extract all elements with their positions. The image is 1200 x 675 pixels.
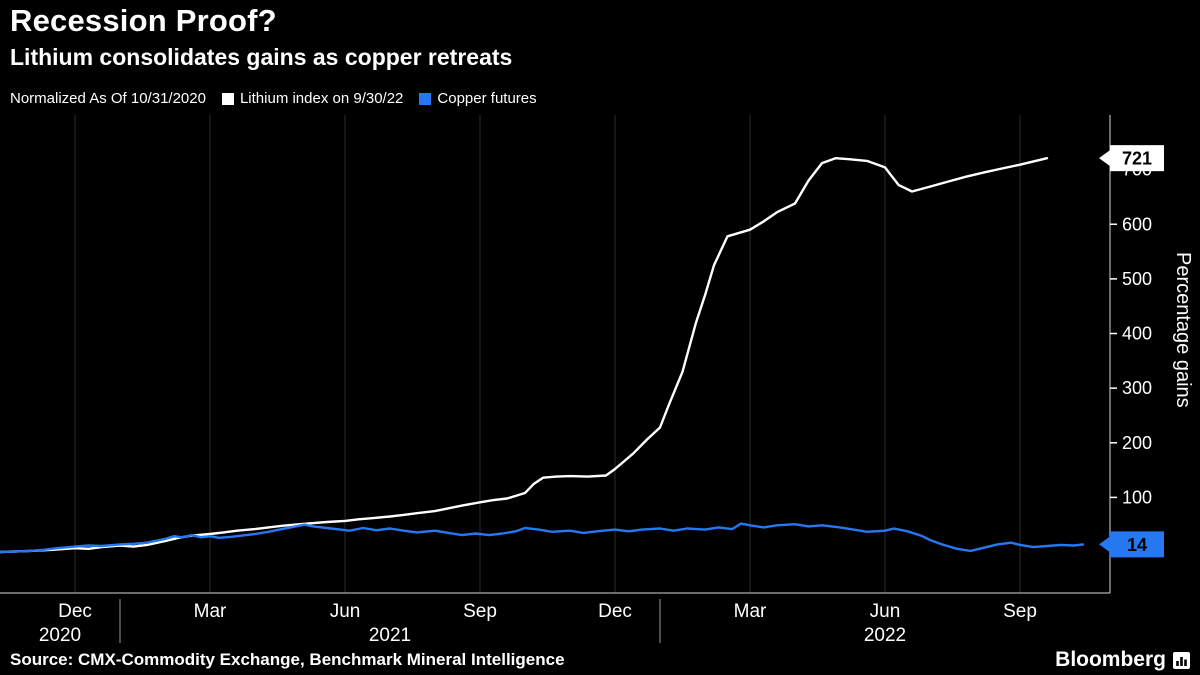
footer: Source: CMX-Commodity Exchange, Benchmar… <box>0 645 1200 675</box>
y-tick-label: 400 <box>1122 324 1152 344</box>
x-tick-label: Sep <box>1003 601 1037 622</box>
x-tick-label: Mar <box>734 601 767 622</box>
series-line-lithium <box>0 157 1049 554</box>
bloomberg-terminal-icon <box>1173 651 1190 669</box>
x-tick-label: Dec <box>598 601 632 622</box>
y-tick-label: 100 <box>1122 487 1152 507</box>
copper-swatch-icon <box>419 92 432 105</box>
x-tick-label: Jun <box>870 601 901 622</box>
bloomberg-wordmark: Bloomberg <box>1055 648 1166 671</box>
year-label: 2020 <box>39 625 81 646</box>
end-label-box-lithium <box>1110 145 1164 172</box>
y-tick-label: 300 <box>1122 378 1152 398</box>
source-note: Source: CMX-Commodity Exchange, Benchmar… <box>10 650 565 669</box>
lithium-swatch-icon <box>221 92 234 105</box>
x-tick-label: Dec <box>58 601 92 622</box>
legend-item-label: Lithium index on 9/30/22 <box>239 90 404 107</box>
end-label-box-copper <box>1110 531 1164 558</box>
end-label-value-copper: 14 <box>1127 535 1147 555</box>
year-label: 2022 <box>864 625 906 646</box>
x-tick-label: Mar <box>194 601 227 622</box>
y-tick-label: 500 <box>1122 269 1152 289</box>
y-tick-label: 200 <box>1122 433 1152 453</box>
legend-item-lithium: Lithium index on 9/30/22 <box>221 90 404 107</box>
legend-item-label: Copper futures <box>437 90 537 107</box>
page-subtitle: Lithium consolidates gains as copper ret… <box>10 44 513 70</box>
legend-item-copper: Copper futures <box>419 90 537 107</box>
end-label-arrow-lithium <box>1099 150 1110 167</box>
x-tick-label: Sep <box>463 601 497 622</box>
legend-note: Normalized As Of 10/31/2020 <box>10 90 206 107</box>
year-label: 2021 <box>369 625 411 646</box>
page-title: Recession Proof? <box>10 3 277 38</box>
series-line-copper <box>0 522 1085 554</box>
y-tick-label: 600 <box>1122 214 1152 234</box>
line-chart: 100200300400500600700DecMarJunSepDecMarJ… <box>0 115 1164 646</box>
bloomberg-logo: Bloomberg <box>1055 648 1190 672</box>
x-tick-label: Jun <box>330 601 361 622</box>
end-label-arrow-copper <box>1099 536 1110 553</box>
y-axis-title: Percentage gains <box>1172 252 1194 408</box>
legend: Normalized As Of 10/31/2020 Lithium inde… <box>10 90 537 107</box>
end-label-value-lithium: 721 <box>1122 149 1152 169</box>
